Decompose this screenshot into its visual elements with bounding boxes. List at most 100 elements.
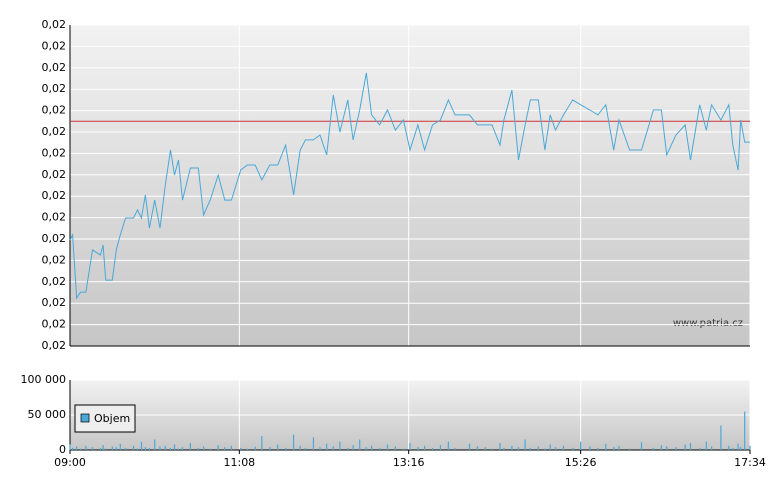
- y-tick-label: 0,02: [42, 253, 67, 266]
- volume-bar: [447, 441, 449, 450]
- volume-bar: [359, 439, 361, 450]
- volume-bar: [732, 447, 734, 450]
- volume-bar: [378, 447, 381, 450]
- volume-bar: [705, 441, 707, 450]
- volume-bar: [365, 447, 367, 450]
- legend-swatch: [80, 413, 90, 423]
- volume-bar: [417, 447, 419, 450]
- volume-bar: [737, 443, 739, 450]
- x-tick-label: 11:08: [223, 456, 255, 469]
- volume-bar: [119, 443, 121, 450]
- y-tick-label: 0,02: [42, 232, 67, 245]
- volume-bar: [292, 434, 295, 450]
- volume-bar: [189, 443, 191, 450]
- plot-background: [70, 25, 750, 346]
- legend-label: Objem: [94, 412, 130, 425]
- volume-bar: [740, 447, 742, 450]
- y-tick-label: 0,02: [42, 18, 67, 31]
- volume-bar: [261, 436, 263, 450]
- volume-bar: [549, 444, 551, 450]
- volume-bar: [562, 445, 565, 450]
- volume-bar: [76, 446, 78, 450]
- volume-bar: [371, 445, 373, 450]
- volume-bar: [299, 445, 301, 450]
- volume-bar: [177, 448, 180, 450]
- volume-bar: [580, 441, 582, 450]
- volume-bar: [254, 446, 256, 450]
- volume-bar: [572, 447, 574, 450]
- volume-bar: [402, 448, 404, 450]
- volume-bar: [132, 445, 135, 450]
- volume-bar: [409, 443, 411, 450]
- y-tick-label: 0,02: [42, 82, 67, 95]
- volume-bar: [689, 443, 692, 450]
- volume-bar: [102, 445, 104, 450]
- volume-bar: [491, 448, 493, 450]
- volume-bar: [115, 447, 117, 450]
- y-tick-label: 0,02: [42, 61, 67, 74]
- volume-bar: [154, 439, 156, 450]
- volume-bar: [454, 447, 456, 450]
- y-tick-label: 50 000: [28, 408, 67, 421]
- volume-bar: [69, 444, 71, 450]
- volume-bar: [85, 445, 87, 450]
- volume-bar: [148, 447, 150, 450]
- volume-bar: [164, 445, 166, 450]
- volume-bar: [468, 443, 471, 450]
- volume-bar: [339, 441, 341, 450]
- volume-bar: [217, 445, 219, 450]
- volume-bar: [728, 445, 730, 450]
- volume-bar: [720, 425, 722, 450]
- volume-bar: [181, 447, 184, 450]
- price-line: [69, 72, 750, 300]
- volume-bar: [203, 446, 205, 450]
- volume-bar: [431, 447, 434, 450]
- volume-bar: [499, 443, 501, 450]
- volume-bar: [319, 447, 321, 450]
- volume-bar: [79, 448, 82, 450]
- volume-bar: [240, 447, 242, 450]
- volume-bar: [124, 447, 127, 450]
- y-tick-label: 0,02: [42, 318, 67, 331]
- volume-bar: [169, 447, 172, 450]
- volume-bar: [136, 448, 139, 450]
- volume-bar: [197, 447, 199, 450]
- y-tick-label: 0,02: [42, 39, 67, 52]
- y-tick-label: 0,02: [42, 125, 67, 138]
- y-tick-label: 0,02: [42, 296, 67, 309]
- volume-bar: [209, 448, 211, 450]
- volume-bar: [159, 446, 161, 450]
- volume-bar: [332, 446, 334, 450]
- x-tick-label: 17:34: [734, 456, 766, 469]
- volume-bar: [537, 446, 539, 450]
- volume-bar: [529, 447, 531, 450]
- volume-bar: [352, 445, 354, 450]
- volume-bar: [684, 444, 686, 450]
- volume-bar: [749, 445, 751, 450]
- volume-bar: [326, 443, 328, 450]
- watermark: www.patria.cz: [673, 318, 743, 329]
- x-tick-label: 09:00: [54, 456, 86, 469]
- y-tick-label: 100 000: [21, 373, 67, 386]
- volume-bar: [618, 445, 620, 450]
- volume-bar: [173, 444, 176, 450]
- volume-bar: [660, 445, 662, 450]
- volume-bar: [72, 447, 74, 450]
- volume-bar: [711, 446, 713, 450]
- volume-bar: [105, 448, 107, 450]
- volume-bar: [675, 447, 677, 450]
- volume-bar: [640, 442, 643, 450]
- y-tick-label: 0,02: [42, 339, 67, 352]
- y-tick-label: 0: [59, 443, 66, 456]
- volume-bar: [629, 448, 631, 450]
- volume-bar: [439, 445, 442, 450]
- volume-bar: [394, 446, 397, 450]
- volume-bar: [503, 447, 505, 450]
- volume-bar: [554, 447, 557, 450]
- volume-bar: [144, 447, 147, 450]
- y-tick-label: 0,02: [42, 189, 67, 202]
- volume-bar: [423, 445, 426, 450]
- volume-bar: [613, 447, 615, 450]
- y-tick-label: 0,02: [42, 211, 67, 224]
